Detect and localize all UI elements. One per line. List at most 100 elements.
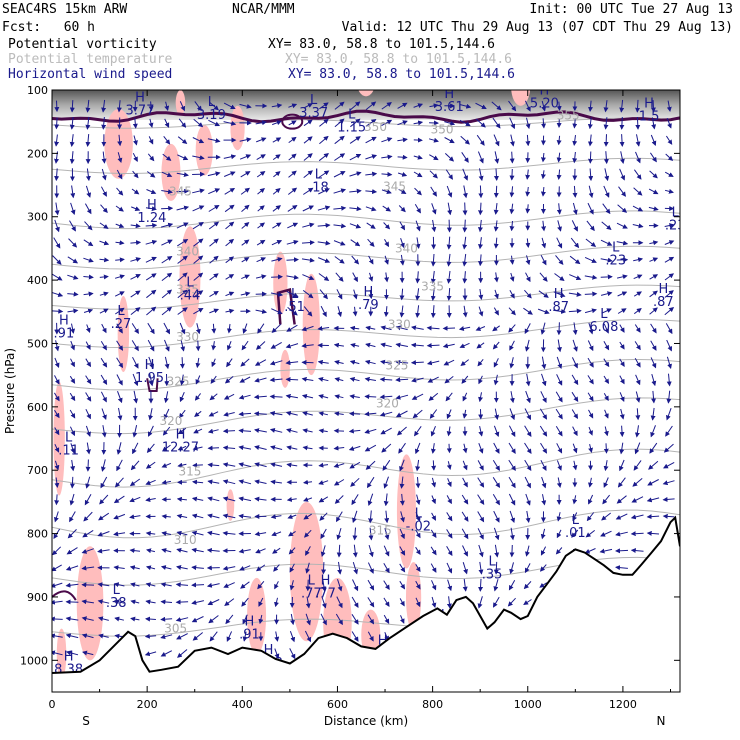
wind-vector	[603, 443, 609, 454]
wind-vector	[238, 394, 251, 400]
wind-vector	[288, 547, 296, 555]
extremum-value: .77	[315, 586, 336, 601]
wind-vector	[161, 171, 173, 178]
wind-vector	[226, 323, 232, 334]
theta-label: 330	[176, 330, 199, 344]
wind-vector	[525, 493, 531, 506]
wind-vector	[337, 306, 343, 318]
wind-vector	[208, 119, 220, 127]
wind-vector	[274, 631, 280, 642]
wind-vector	[349, 153, 362, 161]
wind-vector	[144, 633, 157, 639]
wind-vector	[67, 291, 79, 297]
wind-vector	[349, 136, 361, 144]
wind-vector	[380, 342, 392, 348]
wind-vector	[208, 204, 220, 212]
wind-vector	[584, 548, 596, 554]
wind-vector	[350, 477, 360, 487]
wind-vector	[525, 169, 531, 180]
wind-vector	[619, 134, 625, 147]
wind-vector	[67, 274, 79, 280]
wind-vector	[383, 545, 390, 557]
extremum-value: .01	[565, 526, 586, 541]
wind-vector	[321, 579, 327, 592]
wind-vector	[587, 494, 594, 505]
wind-vector	[334, 377, 344, 382]
wind-vector	[206, 547, 220, 553]
wind-vector	[116, 459, 123, 472]
wind-vector	[208, 221, 220, 230]
wind-vector	[584, 256, 597, 263]
wind-vector	[209, 631, 218, 642]
wind-vector	[400, 511, 405, 523]
wind-vector	[430, 253, 436, 267]
wind-vector	[54, 168, 60, 182]
wind-vector	[161, 239, 173, 246]
wind-vector	[572, 135, 578, 146]
wind-vector	[241, 239, 250, 246]
wind-vector	[492, 325, 500, 332]
pv-shaded-region	[230, 105, 245, 151]
wind-vector	[52, 546, 62, 556]
wind-vector	[509, 203, 515, 215]
wind-vector	[226, 341, 232, 351]
wind-vector	[619, 99, 625, 113]
wind-vector	[83, 308, 94, 314]
wind-vector	[100, 340, 107, 351]
wind-vector	[477, 477, 485, 488]
wind-vector	[209, 238, 219, 247]
pv-shaded-region	[179, 226, 201, 328]
wind-vector	[269, 411, 283, 416]
wind-vector	[97, 616, 109, 622]
wind-vector	[225, 238, 235, 247]
wind-vector	[493, 220, 499, 232]
wind-vector	[524, 408, 531, 421]
theta-label: 320	[159, 414, 182, 428]
wind-vector	[431, 477, 437, 488]
wind-vector	[288, 530, 296, 537]
wind-vector	[97, 582, 110, 588]
wind-vector	[269, 428, 283, 433]
wind-vector	[368, 510, 374, 524]
wind-vector	[584, 274, 598, 280]
wind-vector	[383, 306, 389, 318]
wind-vector	[446, 545, 453, 557]
wind-vector	[101, 323, 107, 334]
wind-vector	[411, 377, 424, 383]
wind-vector	[146, 189, 157, 195]
wind-vector	[318, 376, 329, 382]
wind-vector	[525, 186, 531, 197]
wind-vector	[54, 443, 60, 453]
fcst-value: 60 h	[64, 20, 95, 35]
wind-vector	[430, 270, 436, 284]
pv-shaded-region	[280, 349, 290, 388]
wind-vector	[478, 202, 484, 216]
wind-vector	[161, 205, 174, 211]
wind-vector	[317, 359, 329, 365]
wind-vector	[83, 511, 93, 522]
wind-vector	[446, 426, 452, 437]
wind-vector	[411, 325, 424, 331]
wind-vector	[617, 477, 626, 488]
wind-vector	[381, 154, 393, 160]
wind-vector	[97, 548, 110, 554]
wind-vector	[556, 529, 562, 539]
wind-vector	[117, 152, 123, 164]
wind-vector	[100, 391, 107, 403]
wind-vector	[635, 116, 641, 130]
wind-vector	[255, 274, 267, 280]
wind-vector	[53, 237, 61, 249]
wind-vector	[177, 136, 188, 145]
wind-vector	[303, 170, 313, 178]
theta-label: 330	[388, 317, 411, 331]
wind-vector	[415, 288, 421, 301]
wind-vector	[145, 582, 156, 588]
wind-vector	[477, 460, 484, 471]
wind-vector	[426, 360, 440, 366]
wind-vector	[415, 597, 421, 608]
wind-vector	[83, 291, 94, 297]
wind-vector	[191, 547, 204, 553]
wind-vector	[301, 376, 314, 382]
wind-vector	[431, 512, 436, 521]
wind-vector	[271, 274, 283, 280]
